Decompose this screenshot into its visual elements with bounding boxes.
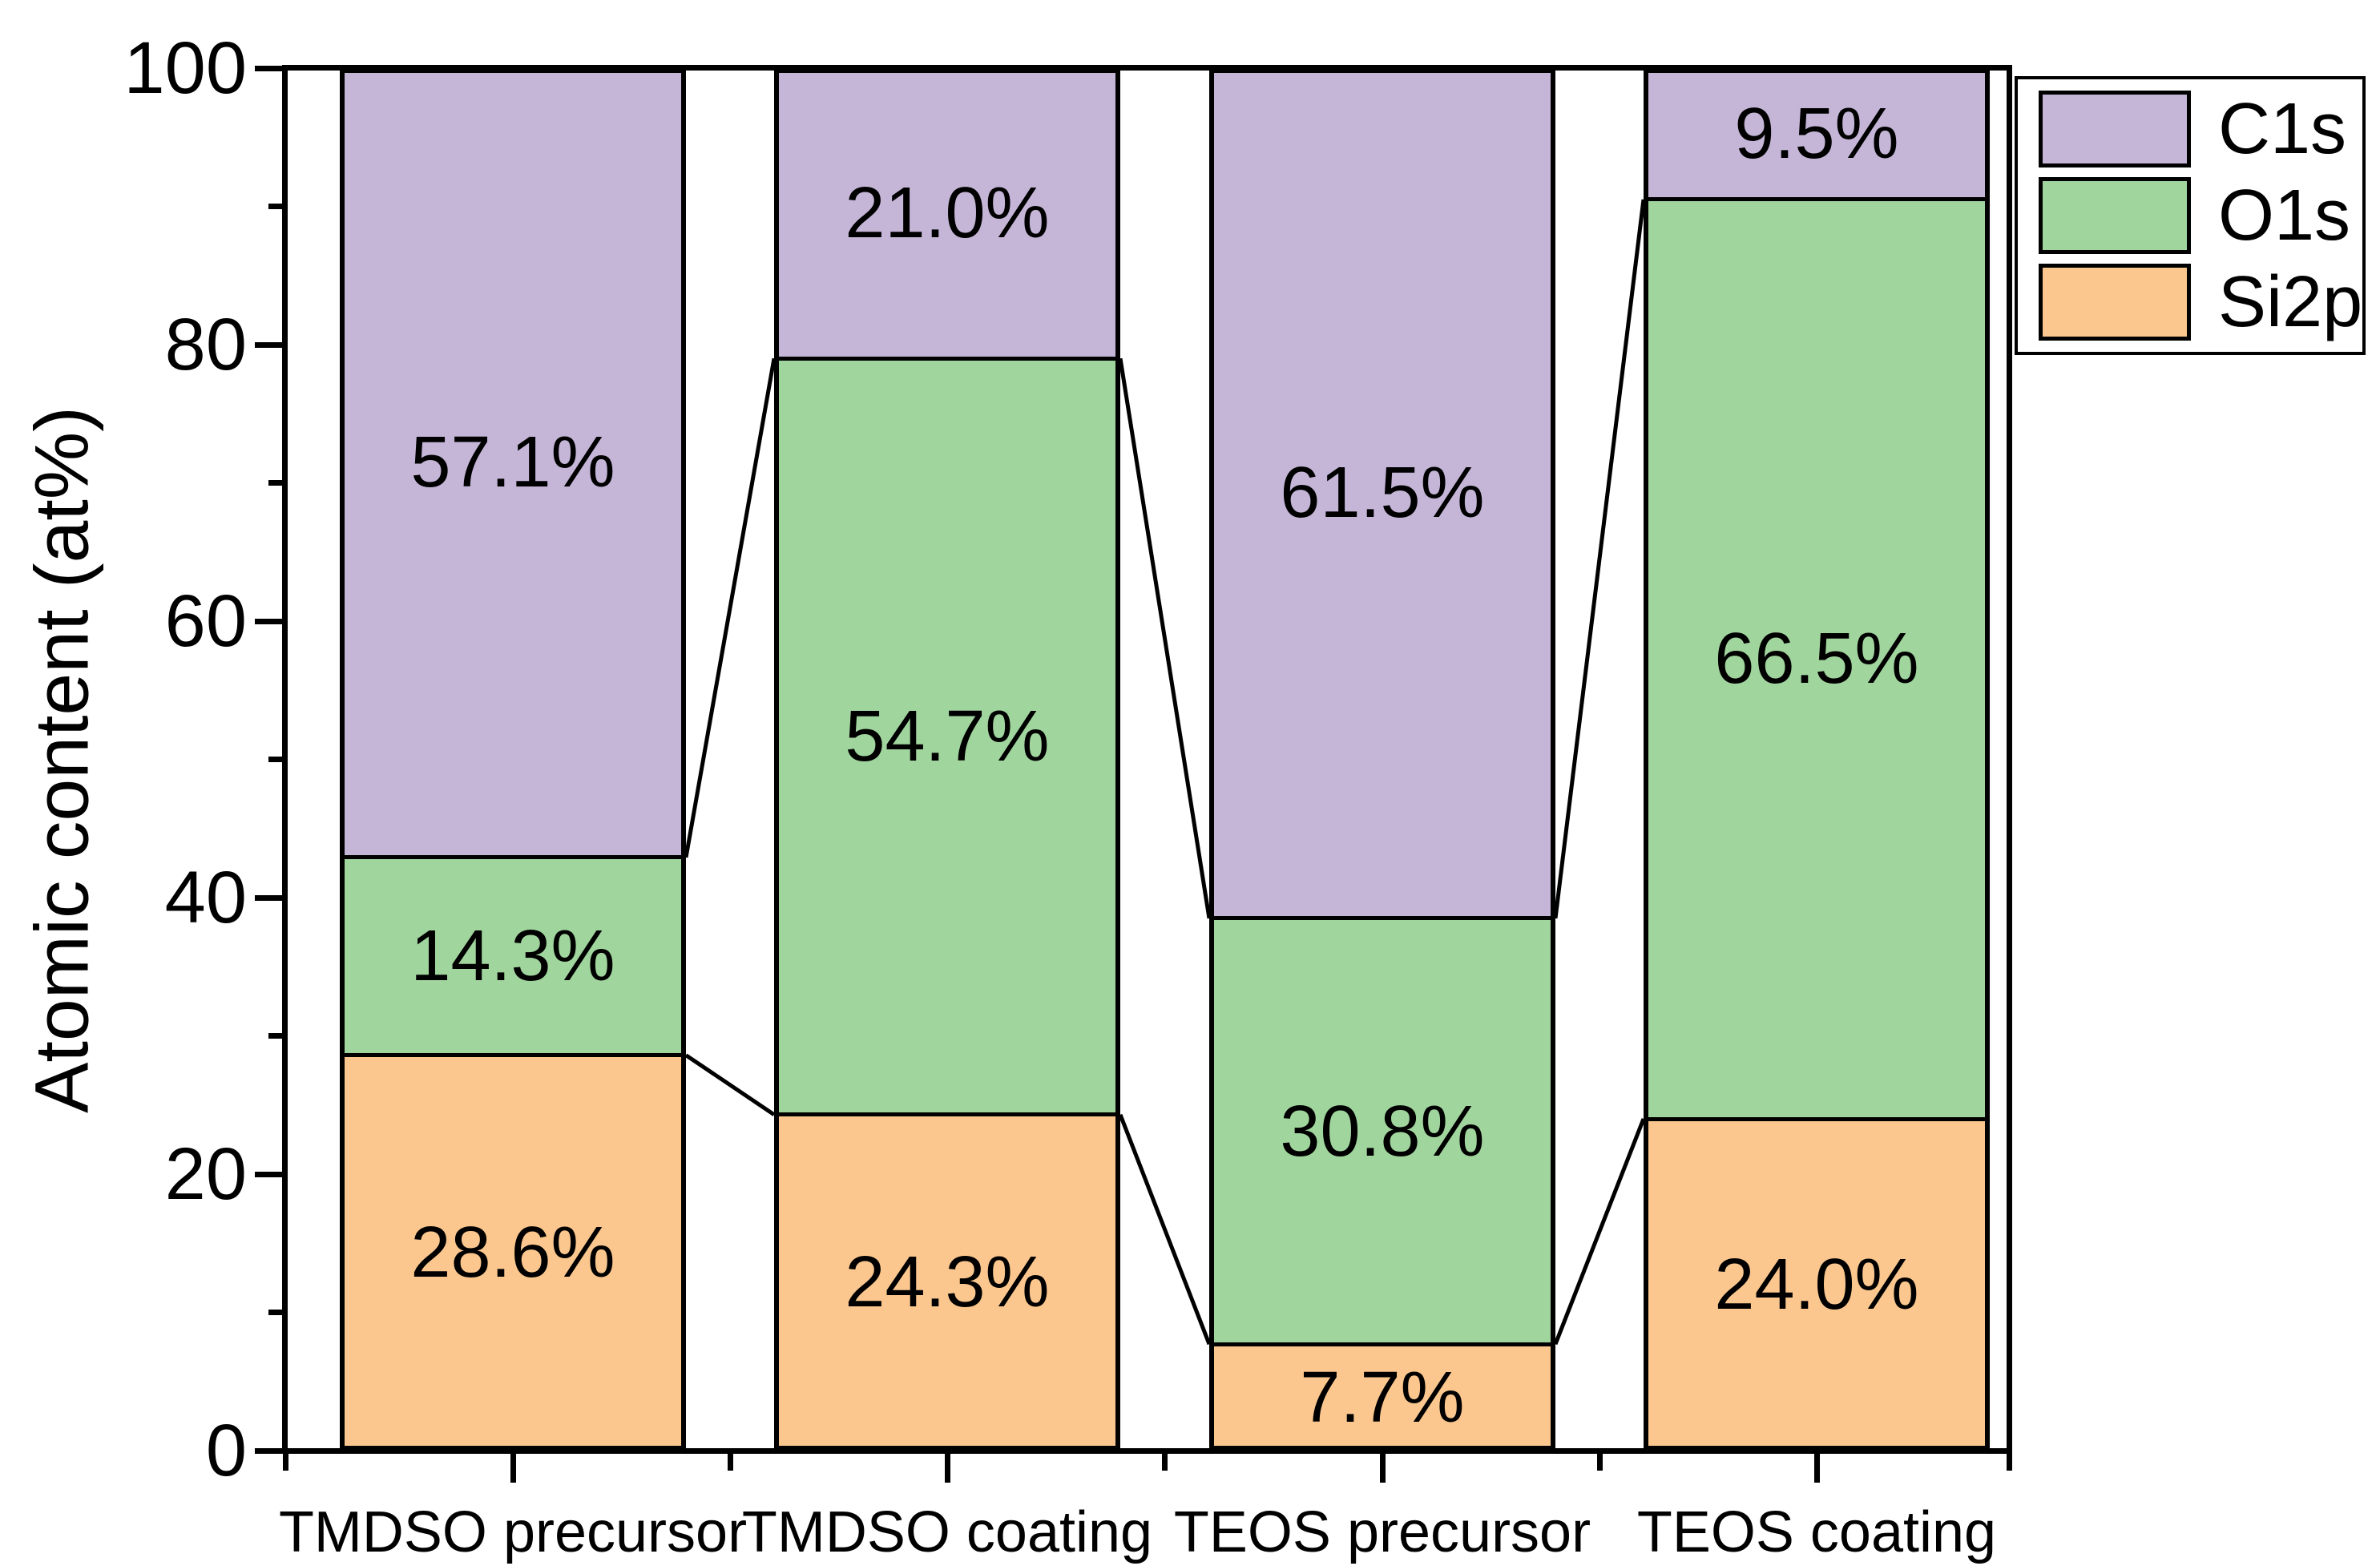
x-major-tick [1813, 1454, 1820, 1483]
bar-outline [340, 68, 686, 1451]
bar-segment-o1s [1209, 918, 1555, 1345]
x-minor-tick [1162, 1454, 1168, 1471]
x-major-tick [1379, 1454, 1386, 1483]
bar-segment-c1s [340, 68, 686, 858]
segment-percent-label: 9.5% [1734, 93, 1899, 174]
segment-percent-label: 61.5% [1280, 453, 1485, 534]
segment-divider [1644, 1116, 1990, 1121]
x-major-tick [510, 1454, 516, 1483]
segment-percent-label: 57.1% [410, 422, 615, 503]
segment-divider [774, 356, 1120, 361]
y-minor-tick [268, 757, 285, 762]
x-minor-tick [282, 1454, 288, 1471]
legend-label-c1s: C1s [2218, 89, 2347, 169]
bar-outline [1644, 68, 1990, 1451]
y-tick-label: 0 [205, 1410, 247, 1491]
segment-percent-label: 66.5% [1714, 619, 1919, 700]
x-category-label: TMDSO precursor [278, 1500, 748, 1564]
y-minor-tick [268, 1033, 285, 1039]
x-minor-tick [1596, 1454, 1603, 1471]
bar-segment-o1s [340, 857, 686, 1055]
y-tick-label: 40 [164, 857, 247, 938]
y-minor-tick [268, 204, 285, 209]
legend-label-si2p: Si2p [2218, 262, 2363, 342]
segment-divider [774, 1112, 1120, 1117]
segment-percent-label: 28.6% [410, 1213, 615, 1294]
legend-item-c1s: C1s [2039, 91, 2362, 167]
y-major-tick [255, 894, 285, 901]
y-tick-label: 80 [164, 304, 247, 385]
y-tick-label: 100 [123, 27, 248, 109]
segment-divider [340, 1053, 686, 1058]
bar-outline [1209, 68, 1555, 1451]
x-category-label: TEOS coating [1636, 1500, 1997, 1564]
legend-label-o1s: O1s [2218, 176, 2351, 256]
legend-swatch-o1s [2039, 177, 2191, 254]
segment-percent-label: 24.3% [845, 1242, 1050, 1323]
legend-item-si2p: Si2p [2039, 264, 2362, 341]
legend: C1s O1s Si2p [2015, 76, 2366, 355]
y-major-tick [255, 65, 285, 71]
legend-swatch-c1s [2039, 91, 2191, 167]
bar-outline [774, 68, 1120, 1451]
segment-percent-label: 7.7% [1300, 1357, 1465, 1438]
segment-percent-label: 14.3% [410, 916, 615, 997]
y-major-tick [255, 618, 285, 624]
bar-segment-c1s [1644, 68, 1990, 200]
bar-segment-c1s [1209, 68, 1555, 918]
segment-percent-label: 54.7% [845, 696, 1050, 777]
segment-divider [1209, 916, 1555, 921]
y-tick-label: 20 [164, 1133, 247, 1215]
bar-segment-si2p [1644, 1119, 1990, 1451]
x-minor-tick [2006, 1454, 2012, 1471]
segment-divider [1209, 1342, 1555, 1346]
bar-segment-c1s [774, 68, 1120, 359]
x-minor-tick [727, 1454, 733, 1471]
y-major-tick [255, 341, 285, 348]
y-axis-title: Atomic content (at%) [19, 406, 105, 1113]
y-minor-tick [268, 1310, 285, 1315]
bar-segment-si2p [340, 1055, 686, 1451]
bar-segment-si2p [774, 1114, 1120, 1451]
x-category-label: TEOS precursor [1173, 1500, 1591, 1564]
segment-divider [1644, 197, 1990, 202]
bar-segment-o1s [1644, 199, 1990, 1119]
bar-segment-si2p [1209, 1344, 1555, 1451]
segment-percent-label: 24.0% [1714, 1245, 1919, 1325]
y-major-tick [255, 1171, 285, 1177]
legend-item-o1s: O1s [2039, 177, 2362, 254]
segment-percent-label: 21.0% [845, 173, 1050, 254]
y-major-tick [255, 1447, 285, 1454]
y-tick-label: 60 [164, 580, 247, 662]
x-major-tick [944, 1454, 950, 1483]
segment-percent-label: 30.8% [1280, 1091, 1485, 1172]
segment-divider [340, 855, 686, 860]
x-category-label: TMDSO coating [741, 1500, 1153, 1564]
legend-swatch-si2p [2039, 264, 2191, 341]
y-minor-tick [268, 480, 285, 486]
bar-segment-o1s [774, 358, 1120, 1115]
